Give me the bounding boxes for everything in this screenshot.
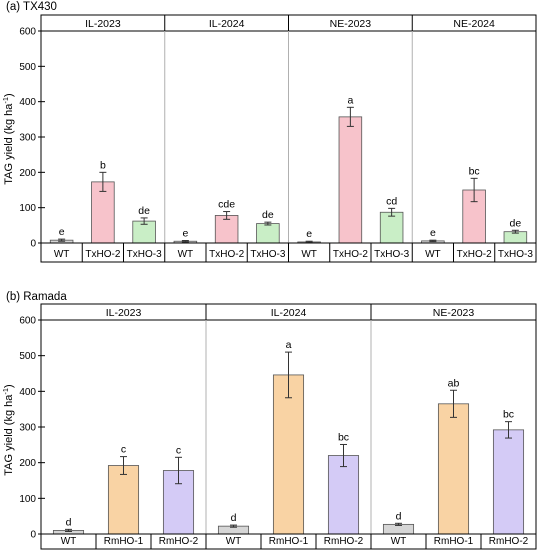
panel-a-group-header: IL-2023 IL-2024 NE-2023 NE-2024 <box>40 14 537 32</box>
significance-letter: a <box>347 94 353 106</box>
panel-b-x-axis: WT RmHO-1 RmHO-2 WT RmHO-1 RmHO-2 WT RmHO-1 RmHO… <box>40 533 537 550</box>
significance-letter: bc <box>338 431 349 443</box>
panel-a-ylabel-close: ) <box>3 93 15 97</box>
x-label-box <box>40 533 537 550</box>
significance-letter: de <box>510 217 522 229</box>
bar <box>437 403 470 535</box>
significance-letter: de <box>138 205 150 217</box>
significance-letter: d <box>66 516 72 528</box>
x-tick-label: RmHO-1 <box>434 536 474 547</box>
y-tick-label: 100 <box>19 494 36 505</box>
x-tick-label: RmHO-2 <box>324 536 364 547</box>
panel-a-y-axis: 0 100 200 300 400 500 600 <box>19 27 45 250</box>
panel-b-ylabel-close: ) <box>3 384 15 388</box>
y-tick-label: 600 <box>19 316 36 327</box>
bar <box>272 374 305 535</box>
significance-letter: e <box>306 228 312 240</box>
y-tick-label: 200 <box>19 168 36 179</box>
panel-a-x-axis: WT TxHO-2 TxHO-3 WT TxHO-2 TxHO-3 WT TxHO-2 TxHO… <box>40 242 537 263</box>
panel-a-ylabel-sup: -1 <box>1 97 10 104</box>
y-tick-label: 0 <box>30 239 36 250</box>
y-tick-label: 100 <box>19 203 36 214</box>
panel-a-ylabel-text: TAG yield (kg ha <box>3 103 15 185</box>
x-tick-label: TxHO-2 <box>457 249 492 260</box>
significance-letter: c <box>176 444 181 456</box>
significance-letter: ab <box>448 377 460 389</box>
significance-letter: e <box>430 227 436 239</box>
group-header-label: IL-2023 <box>85 18 121 30</box>
bar <box>107 465 140 535</box>
x-tick-label: RmHO-1 <box>269 536 309 547</box>
panel-b-ylabel: TAG yield (kg ha-1) <box>1 384 15 475</box>
panel-a-tx430: (a) TX430 TAG yield (kg ha-1) IL-2023 IL-… <box>1 1 537 263</box>
x-tick-label: TxHO-3 <box>498 249 533 260</box>
panel-b-plot-area: d c c d a bc d ab bc <box>40 319 537 535</box>
x-tick-label: WT <box>301 249 317 260</box>
x-tick-label: WT <box>391 536 407 547</box>
significance-letter: cd <box>386 195 397 207</box>
panel-b-ylabel-sup: -1 <box>1 388 10 395</box>
significance-letter: bc <box>469 165 480 177</box>
y-tick-label: 300 <box>19 133 36 144</box>
significance-letter: d <box>396 510 402 522</box>
y-tick-label: 300 <box>19 423 36 434</box>
panel-b-group-header: IL-2023 IL-2024 NE-2023 <box>40 303 537 321</box>
x-tick-label: TxHO-3 <box>374 249 409 260</box>
group-header-label: IL-2024 <box>271 307 307 319</box>
y-tick-label: 400 <box>19 387 36 398</box>
bar <box>256 223 280 244</box>
group-header-label: NE-2023 <box>433 307 475 319</box>
y-tick-label: 200 <box>19 458 36 469</box>
y-tick-label: 500 <box>19 62 36 73</box>
x-tick-label: TxHO-2 <box>85 249 120 260</box>
y-tick-label: 600 <box>19 27 36 38</box>
x-tick-label: TxHO-2 <box>209 249 244 260</box>
y-tick-label: 0 <box>30 530 36 541</box>
group-header-label: IL-2024 <box>209 18 245 30</box>
significance-letter: c <box>121 444 126 456</box>
x-tick-label: TxHO-3 <box>250 249 285 260</box>
significance-letter: cde <box>218 199 235 211</box>
significance-letter: e <box>59 226 65 238</box>
x-tick-label: TxHO-2 <box>333 249 368 260</box>
group-header-label: NE-2024 <box>453 18 495 30</box>
x-tick-label: WT <box>226 536 242 547</box>
group-header-label: NE-2023 <box>330 18 372 30</box>
panel-b-ylabel-text: TAG yield (kg ha <box>3 394 15 476</box>
panel-b-title: (b) Ramada <box>6 291 67 303</box>
significance-letter: bc <box>503 409 514 421</box>
significance-letter: a <box>286 339 292 351</box>
bar <box>379 211 404 244</box>
bar <box>338 116 363 244</box>
panel-a-title: (a) TX430 <box>6 1 57 13</box>
significance-letter: de <box>262 209 274 221</box>
bar <box>492 429 525 535</box>
group-header-label: IL-2023 <box>106 307 142 319</box>
panel-b-ramada: (b) Ramada TAG yield (kg ha-1) IL-2023 IL… <box>1 291 537 550</box>
significance-letter: d <box>231 512 237 524</box>
panel-a-ylabel: TAG yield (kg ha-1) <box>1 93 15 184</box>
bar <box>327 455 360 535</box>
x-tick-label: RmHO-2 <box>159 536 199 547</box>
x-tick-label: WT <box>178 249 194 260</box>
x-tick-label: RmHO-1 <box>104 536 144 547</box>
y-tick-label: 500 <box>19 351 36 362</box>
y-tick-label: 400 <box>19 97 36 108</box>
x-tick-label: WT <box>425 249 441 260</box>
significance-letter: b <box>100 159 106 171</box>
x-tick-label: WT <box>61 536 77 547</box>
x-tick-label: WT <box>54 249 70 260</box>
significance-letter: e <box>182 228 188 240</box>
x-tick-label: RmHO-2 <box>489 536 529 547</box>
x-tick-label: TxHO-3 <box>127 249 162 260</box>
